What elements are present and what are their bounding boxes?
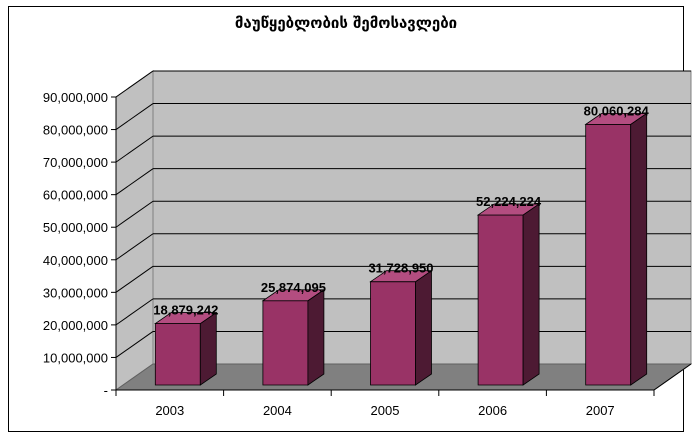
labels: - 10,000,000 20,000,000 30,000,000 40,000,00… <box>43 90 650 418</box>
data-label-2004: 25,874,095 <box>261 280 326 295</box>
bar-2006-top <box>476 203 541 216</box>
gridline-side <box>115 103 154 130</box>
bars <box>154 112 648 386</box>
bar-2007-front <box>585 123 632 386</box>
y-tick-label: 70,000,000 <box>43 155 108 170</box>
bar-2003-side <box>199 311 217 386</box>
gridline-side <box>115 331 154 358</box>
x-tick-label-2006: 2006 <box>478 403 507 418</box>
y-tick-label: 20,000,000 <box>43 318 108 333</box>
y-tick-label: 50,000,000 <box>43 220 108 235</box>
y-tick-label: 30,000,000 <box>43 285 108 300</box>
gridline-side <box>115 200 154 228</box>
bar-2004-top <box>261 289 326 302</box>
bar-2006-front <box>477 214 524 386</box>
x-tick-label-2007: 2007 <box>586 403 615 418</box>
gridline-side <box>115 70 154 98</box>
data-label-2005: 31,728,950 <box>368 261 433 276</box>
bar-2005-top <box>369 270 433 283</box>
bar-2007-top <box>584 112 648 125</box>
floor-edge <box>653 363 692 391</box>
y-tick-label: 80,000,000 <box>43 123 108 138</box>
bar-2004-side <box>307 289 325 386</box>
y-tick-label: 90,000,000 <box>43 90 108 105</box>
x-tick-label-2005: 2005 <box>371 403 400 418</box>
y-tick-label: 10,000,000 <box>43 350 108 365</box>
bar-2005-side <box>415 269 432 386</box>
gridline-side <box>115 168 154 196</box>
x-tick-label-2003: 2003 <box>155 403 184 418</box>
bar-2005-front <box>370 281 416 386</box>
data-label-2006: 52,224,224 <box>476 194 542 209</box>
bar-2004-front <box>262 300 309 386</box>
chart-title: მაუწყებლობის შემოსავლები <box>234 14 458 32</box>
bar-2003-top <box>154 312 218 324</box>
bar-2007-side <box>630 112 648 386</box>
y-tick-label: 40,000,000 <box>43 253 108 268</box>
data-label-2007: 80,060,284 <box>584 103 650 118</box>
gridline-side <box>115 298 154 326</box>
bar-2006-side <box>522 203 540 386</box>
y-tick-label: 60,000,000 <box>43 188 108 203</box>
gridline-side <box>115 265 154 293</box>
axes <box>111 96 692 396</box>
gridline-side <box>115 233 154 261</box>
data-label-2003: 18,879,242 <box>153 303 218 318</box>
x-tick-label-2004: 2004 <box>263 403 292 418</box>
bar-2003-front <box>154 323 201 386</box>
side-wall <box>115 70 154 391</box>
y-tick-label: - <box>104 383 108 398</box>
gridline-side <box>115 135 154 163</box>
